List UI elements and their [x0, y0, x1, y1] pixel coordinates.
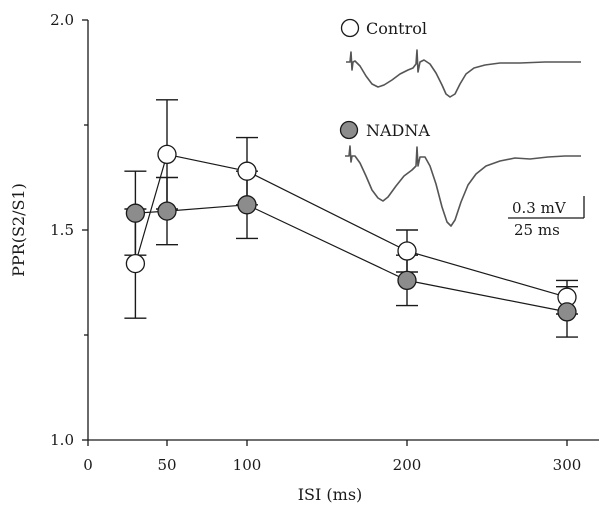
data-point-nadna: [237, 195, 257, 215]
x-tick-label: 100: [233, 456, 262, 474]
series-line-control: [134, 153, 568, 298]
data-point-nadna: [557, 302, 577, 322]
scale-bar-voltage-label: 0.3 mV: [512, 199, 567, 217]
legend-marker-control: [340, 18, 360, 38]
data-point-nadna: [125, 203, 146, 223]
y-tick-label: 2.0: [50, 11, 74, 29]
data-point-nadna: [397, 270, 417, 291]
data-point-control: [125, 253, 146, 274]
scale-bar-time-label: 25 ms: [514, 221, 560, 239]
x-axis-title: ISI (ms): [298, 485, 363, 504]
y-tick-label: 1.0: [50, 431, 74, 449]
data-point-control: [397, 241, 417, 261]
scale-bar: 0.3 mV 25 ms: [508, 196, 585, 239]
data-point-control: [237, 161, 257, 181]
x-tick-label: 0: [83, 456, 93, 474]
x-tick-label: 50: [157, 456, 176, 474]
nadna-trace: [345, 145, 581, 227]
legend-marker-nadna: [339, 120, 359, 140]
data-point-control: [157, 144, 177, 165]
series-line-nadna: [135, 204, 568, 313]
legend-label-nadna: NADNA: [366, 121, 430, 140]
series-layer: [124, 99, 578, 338]
control-trace: [346, 49, 581, 98]
trace-insets: 0.3 mV 25 ms: [345, 49, 585, 239]
x-tick-label: 200: [393, 456, 422, 474]
legend: Control NADNA: [339, 18, 430, 140]
y-tick-label: 1.5: [50, 221, 74, 239]
ticks: 0 50 100 200 300 1.0 1.5 2.0: [50, 11, 581, 474]
data-point-nadna: [157, 201, 177, 221]
x-tick-label: 300: [553, 456, 582, 474]
legend-label-control: Control: [366, 19, 427, 38]
y-axis-title: PPR(S2/S1): [9, 183, 28, 277]
